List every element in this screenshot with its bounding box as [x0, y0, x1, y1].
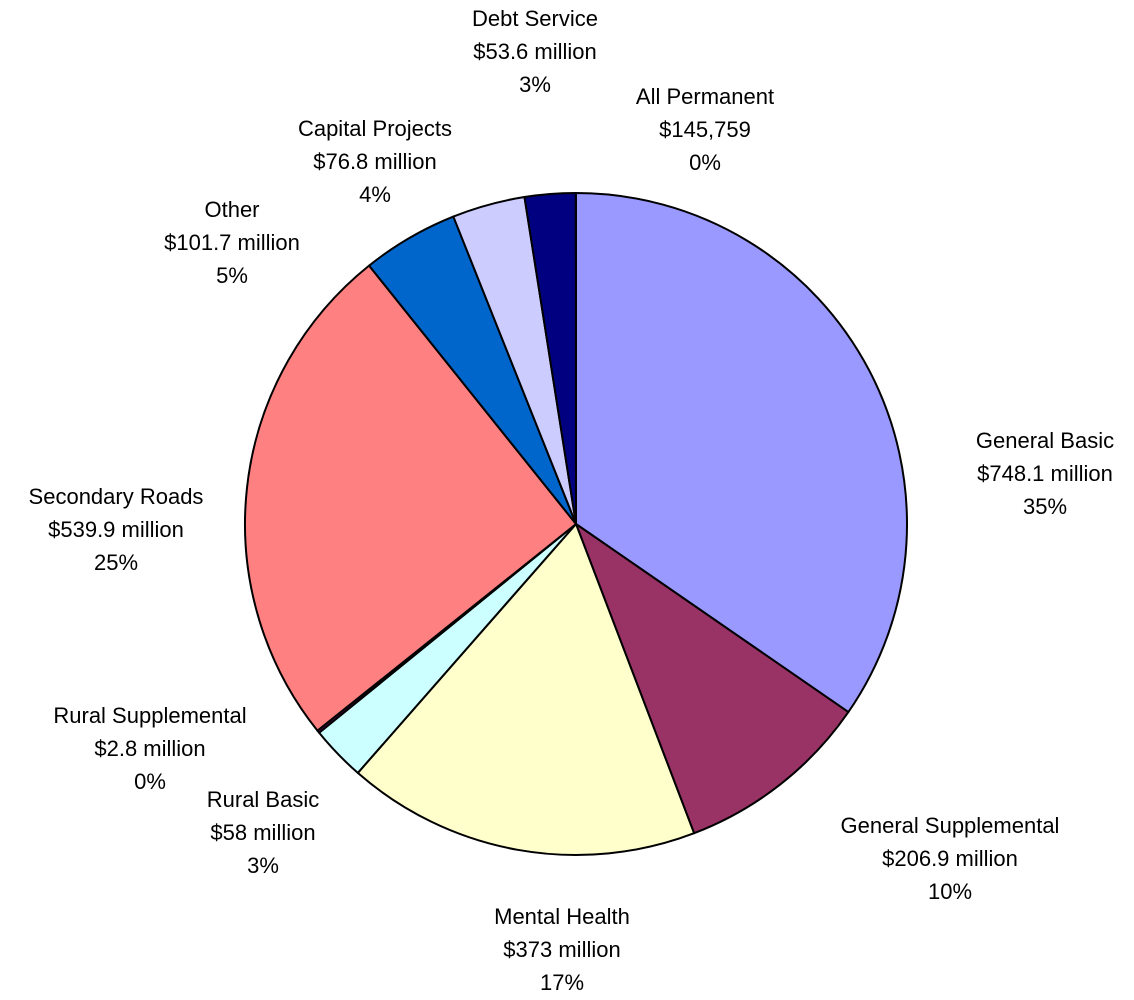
slice-label: Rural Supplemental	[53, 703, 246, 728]
slice-label: Mental Health	[494, 904, 630, 929]
value-label: $101.7 million	[164, 230, 300, 255]
pie-slice	[244, 264, 577, 732]
slice-label: General Basic	[976, 428, 1114, 453]
slice-label: Other	[204, 197, 259, 222]
slice-label: Capital Projects	[298, 116, 452, 141]
value-label: $58 million	[210, 820, 315, 845]
percent-label: 3%	[247, 853, 279, 878]
percent-label: 5%	[216, 263, 248, 288]
percent-label: 3%	[519, 72, 551, 97]
percent-label: 0%	[689, 150, 721, 175]
slice-label: All Permanent	[636, 84, 774, 109]
percent-label: 35%	[1023, 494, 1067, 519]
value-label: $145,759	[659, 117, 751, 142]
pie-slice	[575, 192, 908, 714]
value-label: $2.8 million	[94, 736, 205, 761]
pie-slice	[575, 523, 850, 835]
slice-label: Debt Service	[472, 6, 598, 31]
slice-label: Secondary Roads	[29, 484, 204, 509]
value-label: $539.9 million	[48, 517, 184, 542]
percent-label: 17%	[540, 970, 584, 995]
value-label: $76.8 million	[313, 149, 437, 174]
percent-label: 4%	[359, 182, 391, 207]
percent-label: 25%	[94, 550, 138, 575]
percent-label: 0%	[134, 769, 166, 794]
slice-label: General Supplemental	[841, 813, 1060, 838]
value-label: $206.9 million	[882, 846, 1018, 871]
percent-label: 10%	[928, 879, 972, 904]
pie-slice	[356, 523, 696, 856]
value-label: $748.1 million	[977, 461, 1113, 486]
value-label: $373 million	[503, 937, 620, 962]
slice-label: Rural Basic	[207, 787, 319, 812]
value-label: $53.6 million	[473, 39, 597, 64]
